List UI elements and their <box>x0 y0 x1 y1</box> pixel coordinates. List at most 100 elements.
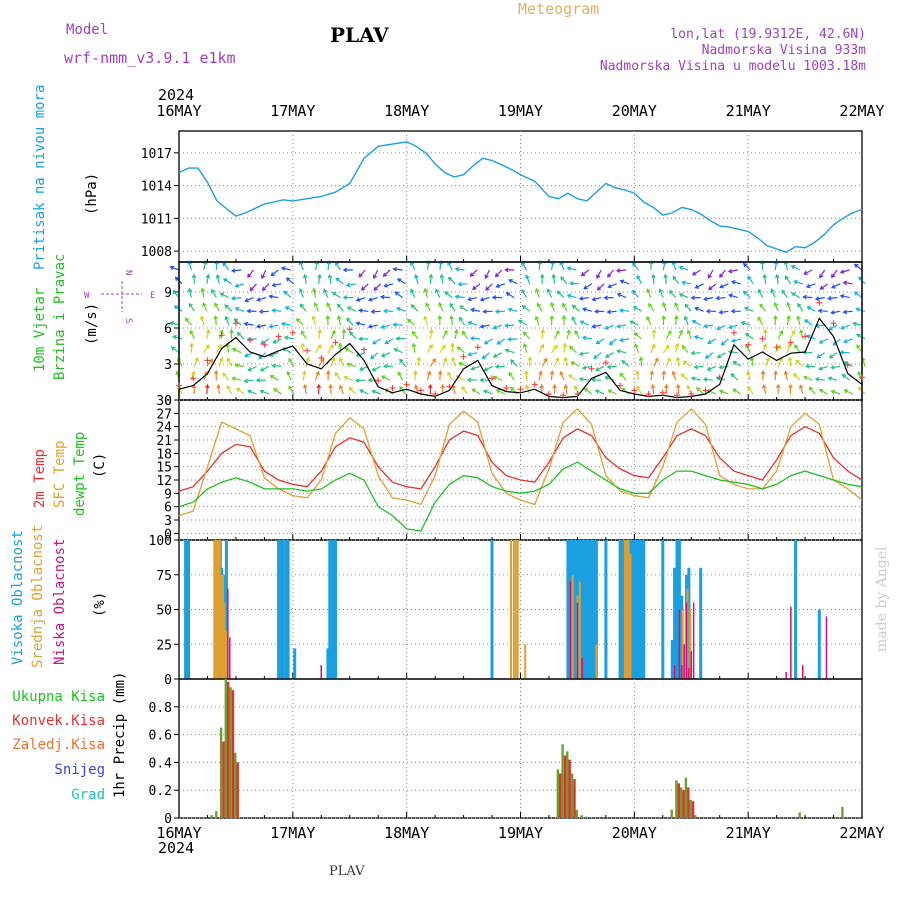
y-tick-label: 21 <box>156 434 172 449</box>
wind-arrow <box>662 345 670 354</box>
wind-arrow <box>393 268 403 271</box>
wind-arrow-head <box>760 370 766 375</box>
wind-arrow <box>842 374 850 381</box>
wind-arrow <box>605 352 614 358</box>
precip-legend-total: Ukupna Kisa <box>12 689 105 705</box>
wind-arrow-head <box>591 377 596 383</box>
wind-arrow-head <box>189 342 194 347</box>
wind-arrow-head <box>305 356 311 362</box>
wind-arrow-head <box>635 370 640 375</box>
wind-arrow <box>269 295 279 299</box>
y-tick-label: 0.8 <box>149 701 172 716</box>
wind-arrow <box>458 283 468 285</box>
wind-arrow-head <box>651 343 656 349</box>
y-tick-label: 15 <box>156 461 172 476</box>
bottom-date-label: 16MAY <box>156 824 201 842</box>
gust-mark <box>816 299 823 306</box>
wind-arrow <box>634 332 642 340</box>
wind-arrow-head <box>661 370 667 375</box>
wind-arrow <box>707 365 717 371</box>
wind-arrow <box>684 304 692 312</box>
model-label: Model <box>66 22 108 38</box>
wind-arrow-head <box>483 389 488 394</box>
bottom-date-labels: 16MAY 17MAY 18MAY 19MAY 20MAY 21MAY 22MAY <box>156 824 884 842</box>
wind-arrow <box>547 289 553 298</box>
wind-arrow <box>745 344 751 353</box>
wind-arrow-head <box>382 272 388 277</box>
wind-arrow <box>226 343 230 353</box>
wind-arrow <box>397 371 404 381</box>
wind-arrow <box>803 269 813 275</box>
wind-arrow <box>557 290 565 299</box>
wind-arrow-head <box>686 384 691 390</box>
wind-arrow-head <box>663 273 668 279</box>
wind-arrow-head <box>681 344 686 350</box>
wind-arrow <box>791 265 801 271</box>
wind-arrow <box>372 338 382 345</box>
wind-arrow-head <box>683 315 689 321</box>
wind-arrow <box>245 297 254 302</box>
wind-arrow-head <box>760 259 765 265</box>
total-precip-bar <box>585 816 588 818</box>
wind-arrow-head <box>325 314 331 320</box>
low-cloud-bar <box>229 637 231 679</box>
wind-arrow-head <box>222 261 227 267</box>
wind-arrow-head <box>338 357 344 362</box>
wind-arrow <box>300 304 307 312</box>
wind-arrow <box>314 302 320 312</box>
top-date-label: 19MAY <box>498 102 543 120</box>
wind-arrow-head <box>269 375 275 379</box>
high-cloud-bar <box>279 540 283 679</box>
mid-cloud-bar <box>571 574 574 680</box>
wind-arrow <box>256 324 267 328</box>
gust-mark <box>688 391 695 397</box>
total-precip-bar <box>680 787 683 818</box>
wind-arrow <box>211 289 217 298</box>
wind-arrow-head <box>231 347 237 353</box>
wind-arrow-head <box>449 315 454 320</box>
wind-arrow <box>459 317 466 326</box>
wind-arrow-head <box>224 304 229 309</box>
wind-arrow <box>415 274 419 284</box>
wind-arrow <box>261 269 267 279</box>
wind-arrow <box>334 372 341 381</box>
high-cloud-bar <box>490 540 494 679</box>
wind-arrow <box>493 324 503 329</box>
wind-arrow-head <box>773 370 778 375</box>
wind-arrow-head <box>425 302 430 307</box>
wind-arrow-head <box>607 283 612 289</box>
wind-arrow-head <box>783 260 789 265</box>
wind-arrow <box>457 346 465 354</box>
wind-arrow-head <box>646 315 651 321</box>
wind-arrow-head <box>546 288 552 293</box>
wind-arrow <box>521 262 528 271</box>
wind-arrow <box>634 344 640 353</box>
wind-arrow <box>719 390 729 395</box>
wind-arrow <box>703 378 714 381</box>
wind-arrow-head <box>507 307 513 313</box>
wind-arrow-head <box>593 354 598 360</box>
low-cloud-bar <box>802 665 804 679</box>
mid-cloud-bar <box>686 588 689 679</box>
wind-arrow <box>692 320 701 326</box>
wind-arrow-head <box>302 370 307 375</box>
wind-arrow-head <box>370 309 376 315</box>
wind-arrow-head <box>280 266 286 271</box>
wind-arrow-head <box>682 360 688 365</box>
wind-arrow-head <box>616 292 622 298</box>
wind-arrow-head <box>728 293 733 298</box>
wind-arrow-head <box>382 363 388 369</box>
wind-arrow <box>441 274 444 284</box>
wind-arrow-head <box>583 387 589 393</box>
wind-arrow <box>630 320 639 326</box>
wind-arrow-head <box>379 294 385 300</box>
bottom-date-label: 20MAY <box>612 824 657 842</box>
wind-arrow <box>439 371 441 381</box>
wind-arrow <box>799 385 804 395</box>
credit-text: made by Angel <box>874 546 890 652</box>
wind-arrow-head <box>759 303 764 308</box>
wind-arrow-head <box>843 339 848 344</box>
wind-arrow <box>674 302 680 312</box>
wind-arrow-head <box>173 305 179 310</box>
sfc-temp-line <box>178 407 863 517</box>
